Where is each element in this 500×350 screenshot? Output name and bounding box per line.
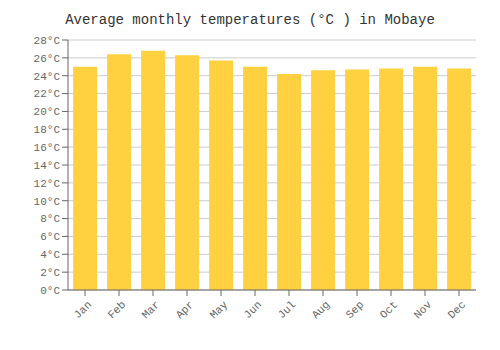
svg-text:22°C: 22°C [34, 88, 61, 100]
svg-text:Jul: Jul [276, 299, 298, 321]
svg-text:Nov: Nov [412, 298, 435, 321]
svg-text:Feb: Feb [106, 299, 128, 321]
svg-text:6°C: 6°C [40, 231, 60, 243]
svg-text:May: May [208, 298, 231, 321]
svg-text:Mar: Mar [140, 299, 162, 321]
svg-text:Jun: Jun [242, 299, 264, 321]
svg-text:26°C: 26°C [34, 53, 61, 65]
svg-text:16°C: 16°C [34, 142, 61, 154]
svg-text:18°C: 18°C [34, 124, 61, 136]
svg-text:10°C: 10°C [34, 196, 61, 208]
svg-text:2°C: 2°C [40, 267, 60, 279]
svg-text:Sep: Sep [344, 299, 366, 321]
svg-text:14°C: 14°C [34, 160, 61, 172]
svg-text:Dec: Dec [446, 299, 468, 321]
html-text:Average monthly temperatures (: Average monthly temperatures (°C ) in Mo… [65, 12, 435, 28]
svg-text:Apr: Apr [174, 299, 196, 321]
svg-text:Jan: Jan [72, 299, 94, 321]
svg-text:4°C: 4°C [40, 249, 60, 261]
svg-text:Oct: Oct [378, 299, 400, 321]
svg-text:Aug: Aug [310, 299, 332, 321]
svg-text:28°C: 28°C [34, 35, 61, 47]
svg-text:24°C: 24°C [34, 71, 61, 83]
svg-text:12°C: 12°C [34, 178, 61, 190]
svg-text:8°C: 8°C [40, 213, 60, 225]
svg-text:0°C: 0°C [40, 285, 60, 297]
svg-text:20°C: 20°C [34, 106, 61, 118]
